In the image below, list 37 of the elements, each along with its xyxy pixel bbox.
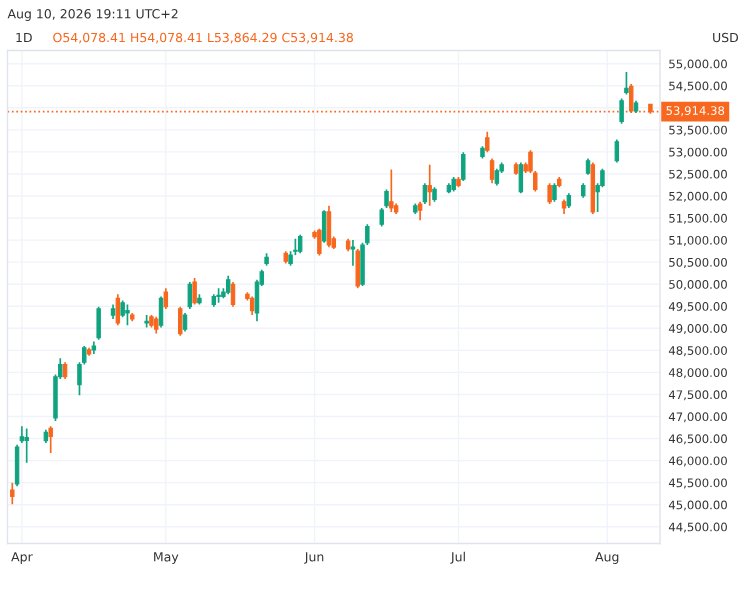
candlestick	[489, 157, 495, 185]
candlestick	[249, 295, 255, 316]
candlestick	[355, 248, 360, 290]
candlestick	[427, 163, 432, 207]
candlestick	[614, 138, 620, 164]
candlestick	[326, 204, 332, 249]
candlestick	[590, 161, 596, 215]
candlestick	[177, 305, 183, 337]
candlestick	[461, 151, 466, 182]
candlestick	[389, 168, 394, 213]
candlestick	[115, 293, 121, 327]
candlestick	[96, 305, 101, 341]
candlestick	[321, 209, 327, 244]
candlestick	[225, 274, 231, 296]
candlestick	[125, 303, 130, 327]
candlestick	[518, 161, 524, 195]
candlestick	[417, 200, 423, 222]
candlestick	[182, 312, 188, 333]
candlestick	[485, 130, 490, 154]
candlestick	[10, 481, 15, 506]
candlestick	[619, 97, 624, 125]
candlestick	[24, 427, 29, 464]
candlestick	[158, 295, 164, 329]
candlestick	[350, 239, 356, 267]
candlestick	[254, 278, 260, 323]
candlestick	[317, 227, 322, 257]
candlestick	[624, 71, 629, 96]
candlestick	[48, 425, 53, 454]
candlestick	[384, 188, 389, 209]
candlestick	[379, 207, 384, 228]
candlestick	[192, 277, 197, 306]
candlestick	[163, 287, 169, 310]
candlestick	[552, 182, 557, 203]
candlestick	[547, 182, 552, 205]
candlestick	[187, 281, 193, 310]
candlestick	[297, 233, 303, 255]
candlestick	[14, 443, 20, 488]
